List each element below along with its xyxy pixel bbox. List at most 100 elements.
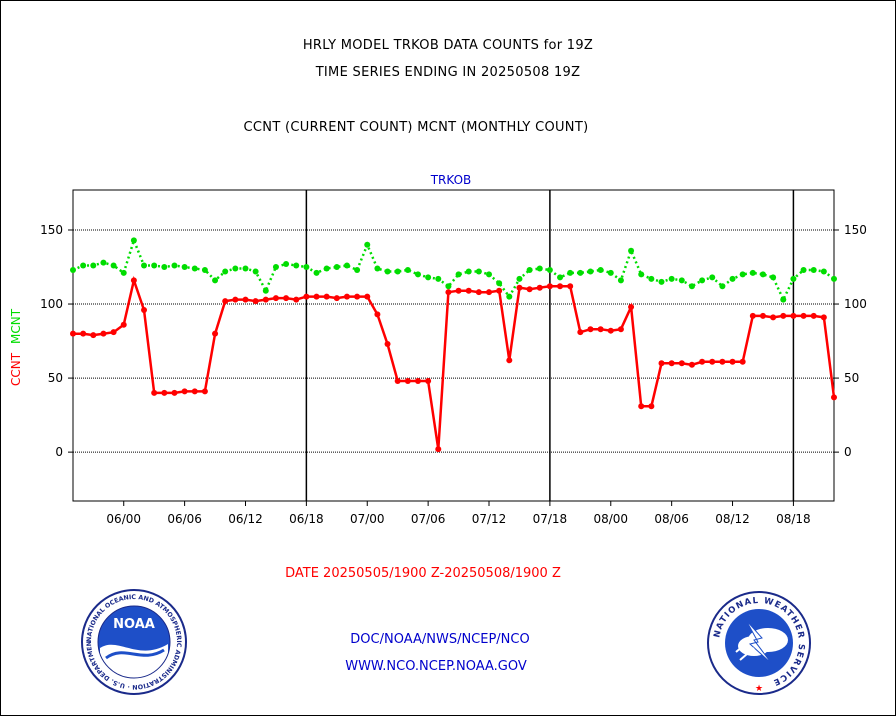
point-mcnt (668, 275, 675, 282)
point-ccnt (171, 389, 178, 396)
point-mcnt (201, 266, 208, 273)
point-mcnt (486, 271, 493, 278)
point-mcnt (90, 262, 97, 269)
point-ccnt (364, 293, 371, 300)
point-mcnt (110, 262, 117, 269)
point-ccnt (445, 289, 452, 296)
x-tick-label: 08/12 (715, 512, 750, 526)
point-ccnt (455, 287, 462, 294)
date-range-label: DATE 20250505/1900 Z-20250508/1900 Z (285, 566, 561, 581)
point-mcnt (729, 275, 736, 282)
point-ccnt (759, 312, 766, 319)
point-mcnt (181, 264, 188, 271)
point-ccnt (567, 283, 574, 290)
point-ccnt (597, 326, 604, 333)
y-tick-label-left: 150 (40, 223, 63, 237)
point-mcnt (739, 271, 746, 278)
point-ccnt (191, 388, 198, 395)
point-ccnt (394, 378, 401, 385)
chart-panel-title: TRKOB (430, 173, 472, 187)
point-ccnt (435, 446, 442, 453)
point-mcnt (475, 268, 482, 275)
point-ccnt (110, 329, 117, 336)
point-mcnt (222, 268, 229, 275)
point-ccnt (688, 361, 695, 368)
point-mcnt (465, 268, 472, 275)
point-mcnt (709, 274, 716, 281)
point-mcnt (252, 268, 259, 275)
point-mcnt (658, 278, 665, 285)
series-line-ccnt (73, 275, 836, 450)
point-ccnt (212, 330, 219, 337)
point-ccnt (303, 293, 310, 300)
point-ccnt (201, 388, 208, 395)
point-mcnt (374, 265, 381, 272)
point-mcnt (364, 241, 371, 248)
point-mcnt (414, 271, 421, 278)
point-ccnt (70, 330, 76, 337)
nws-logo: ★ NATIONAL WEATHER SERVICE (707, 591, 811, 695)
point-ccnt (475, 289, 482, 296)
point-mcnt (506, 293, 513, 300)
point-mcnt (607, 269, 614, 276)
point-mcnt (425, 274, 432, 281)
point-mcnt (70, 266, 76, 273)
point-mcnt (678, 277, 685, 284)
point-mcnt (313, 269, 320, 276)
point-ccnt (699, 358, 706, 365)
point-mcnt (759, 271, 766, 278)
point-ccnt (557, 283, 564, 290)
point-mcnt (496, 280, 503, 287)
point-ccnt (536, 284, 543, 291)
point-mcnt (790, 275, 797, 282)
point-ccnt (222, 298, 229, 305)
point-ccnt (262, 296, 269, 303)
point-ccnt (770, 314, 777, 321)
y-axis-left-ticks: 0 50 100 150 (40, 223, 73, 459)
point-ccnt (729, 358, 736, 365)
point-mcnt (648, 275, 655, 282)
point-ccnt (252, 298, 259, 305)
point-mcnt (820, 268, 827, 275)
point-ccnt (607, 327, 614, 334)
point-ccnt (658, 360, 665, 367)
website-link[interactable]: WWW.NCO.NCEP.NOAA.GOV (345, 659, 527, 674)
point-mcnt (516, 275, 523, 282)
point-ccnt (617, 326, 624, 333)
point-ccnt (486, 289, 493, 296)
series-mcnt (70, 236, 837, 303)
point-mcnt (141, 262, 148, 269)
point-ccnt (587, 326, 594, 333)
point-mcnt (617, 277, 624, 284)
point-ccnt (577, 329, 584, 336)
page-title-line2: TIME SERIES ENDING IN 20250508 19Z (315, 65, 581, 80)
gridlines (73, 229, 834, 453)
page-title-line1: HRLY MODEL TRKOB DATA COUNTS for 19Z (302, 38, 594, 53)
point-mcnt (120, 269, 127, 276)
point-mcnt (688, 283, 695, 290)
point-ccnt (343, 293, 350, 300)
point-ccnt (709, 358, 716, 365)
plot-area (72, 189, 835, 502)
point-ccnt (90, 332, 97, 339)
point-mcnt (749, 269, 756, 276)
point-mcnt (232, 265, 239, 272)
point-ccnt (141, 306, 148, 313)
x-tick-label: 08/06 (654, 512, 689, 526)
org-line: DOC/NOAA/NWS/NCEP/NCO (350, 632, 530, 647)
svg-text:NOAA: NOAA (113, 617, 155, 632)
point-ccnt (333, 295, 340, 302)
point-ccnt (506, 357, 513, 364)
point-mcnt (333, 264, 340, 271)
y-tick-label-right: 100 (844, 297, 867, 311)
point-ccnt (80, 330, 87, 337)
point-mcnt (394, 268, 401, 275)
point-ccnt (414, 378, 421, 385)
point-mcnt (130, 237, 137, 244)
point-ccnt (293, 296, 300, 303)
point-mcnt (354, 266, 361, 273)
trkob-chart: TRKOB 0 50 100 150 0 50 100 150 06/00 06/06 06/1… (9, 173, 867, 526)
point-mcnt (699, 277, 706, 284)
point-ccnt (678, 360, 685, 367)
point-ccnt (648, 403, 655, 410)
